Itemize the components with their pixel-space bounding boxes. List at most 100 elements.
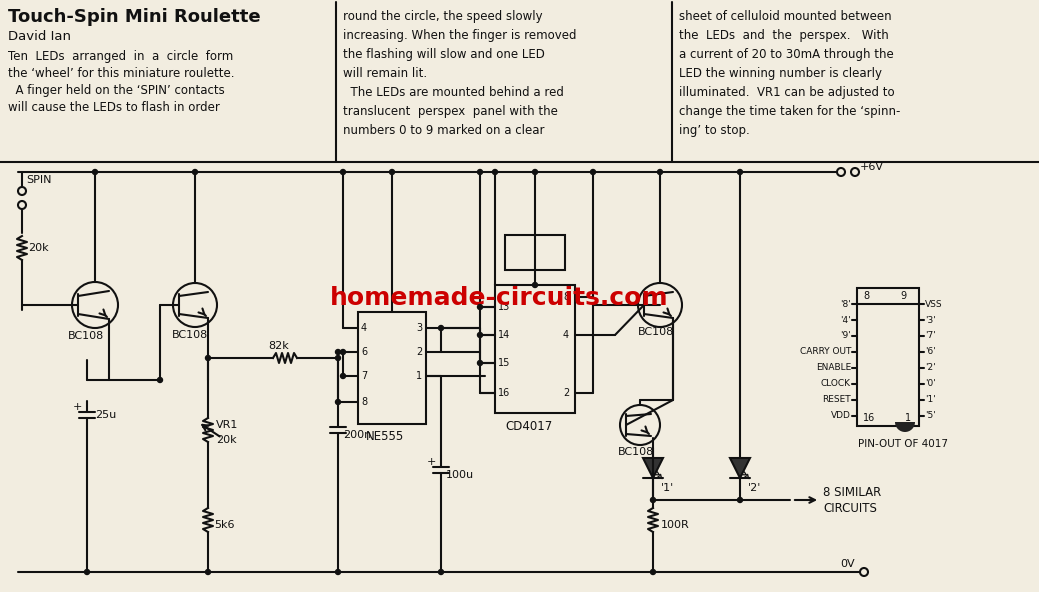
Text: 4: 4 — [563, 330, 569, 340]
Text: '9': '9' — [841, 332, 851, 340]
Text: +: + — [427, 457, 436, 467]
Text: '2': '2' — [748, 483, 762, 493]
Circle shape — [638, 283, 682, 327]
Bar — [495, 285, 575, 413]
Text: BC108: BC108 — [68, 331, 104, 341]
Circle shape — [72, 282, 118, 328]
Text: +6V: +6V — [860, 162, 884, 172]
Circle shape — [738, 169, 743, 175]
Circle shape — [650, 497, 656, 503]
Text: NE555: NE555 — [366, 430, 404, 442]
Text: ing’ to stop.: ing’ to stop. — [680, 124, 750, 137]
Text: '2': '2' — [925, 363, 936, 372]
Circle shape — [206, 570, 211, 574]
Circle shape — [336, 356, 341, 361]
Text: 200n: 200n — [343, 430, 371, 440]
Text: the flashing will slow and one LED: the flashing will slow and one LED — [343, 47, 544, 60]
Text: illuminated.  VR1 can be adjusted to: illuminated. VR1 can be adjusted to — [680, 85, 895, 98]
Circle shape — [851, 168, 859, 176]
Text: 15: 15 — [498, 358, 510, 368]
Circle shape — [336, 349, 341, 355]
Text: BC108: BC108 — [638, 327, 674, 337]
Polygon shape — [643, 458, 663, 478]
Circle shape — [192, 169, 197, 175]
Circle shape — [478, 361, 482, 365]
Circle shape — [438, 326, 444, 330]
Circle shape — [620, 405, 660, 445]
Text: numbers 0 to 9 marked on a clear: numbers 0 to 9 marked on a clear — [343, 124, 544, 137]
Text: 82k: 82k — [268, 341, 289, 351]
Circle shape — [478, 304, 482, 310]
Text: '0': '0' — [925, 379, 936, 388]
Circle shape — [438, 570, 444, 574]
Circle shape — [341, 169, 346, 175]
Text: '8': '8' — [841, 300, 851, 308]
Text: BC108: BC108 — [618, 447, 655, 457]
Circle shape — [341, 374, 346, 378]
Circle shape — [92, 169, 98, 175]
Text: 1: 1 — [416, 371, 422, 381]
Circle shape — [341, 349, 346, 355]
Circle shape — [174, 283, 217, 327]
Text: 16: 16 — [498, 388, 510, 398]
Text: RESET: RESET — [823, 395, 851, 404]
Text: 6: 6 — [361, 347, 367, 357]
Text: CARRY OUT: CARRY OUT — [800, 348, 851, 356]
Circle shape — [650, 570, 656, 574]
Circle shape — [658, 169, 663, 175]
Text: 100R: 100R — [661, 520, 690, 530]
Text: +: + — [73, 402, 82, 412]
Text: '5': '5' — [925, 411, 936, 420]
Text: increasing. When the finger is removed: increasing. When the finger is removed — [343, 28, 577, 41]
Text: 3: 3 — [416, 323, 422, 333]
Text: VSS: VSS — [925, 300, 942, 308]
Text: 8: 8 — [563, 292, 569, 302]
Text: change the time taken for the ‘spinn-: change the time taken for the ‘spinn- — [680, 105, 901, 117]
Text: 25u: 25u — [95, 410, 116, 420]
Text: translucent  perspex  panel with the: translucent perspex panel with the — [343, 105, 558, 117]
Circle shape — [158, 378, 162, 382]
Text: VR1: VR1 — [216, 420, 238, 430]
Text: a current of 20 to 30mA through the: a current of 20 to 30mA through the — [680, 47, 894, 60]
Circle shape — [478, 169, 482, 175]
Text: Touch-Spin Mini Roulette: Touch-Spin Mini Roulette — [8, 8, 261, 26]
Text: '3': '3' — [925, 316, 936, 324]
Text: 14: 14 — [498, 330, 510, 340]
Text: David Ian: David Ian — [8, 30, 71, 43]
Text: '1': '1' — [925, 395, 936, 404]
Circle shape — [860, 568, 868, 576]
Text: Ten  LEDs  arranged  in  a  circle  form: Ten LEDs arranged in a circle form — [8, 50, 233, 63]
Text: 8 SIMILAR: 8 SIMILAR — [823, 485, 881, 498]
Text: '1': '1' — [661, 483, 674, 493]
Circle shape — [533, 169, 537, 175]
Circle shape — [478, 333, 482, 337]
Text: 20k: 20k — [28, 243, 49, 253]
Text: 0V: 0V — [840, 559, 855, 569]
Text: LED the winning number is clearly: LED the winning number is clearly — [680, 66, 882, 79]
Circle shape — [533, 282, 537, 288]
Text: CLOCK: CLOCK — [821, 379, 851, 388]
Text: 13: 13 — [498, 302, 510, 312]
Text: the ‘wheel’ for this miniature roulette.: the ‘wheel’ for this miniature roulette. — [8, 66, 235, 79]
Text: PIN-OUT OF 4017: PIN-OUT OF 4017 — [858, 439, 948, 449]
Text: 8: 8 — [361, 397, 367, 407]
Text: BC108: BC108 — [172, 330, 208, 340]
Text: 20k: 20k — [216, 435, 237, 445]
Text: 8: 8 — [863, 291, 870, 301]
Text: 4: 4 — [361, 323, 367, 333]
Text: 9: 9 — [900, 291, 906, 301]
Text: '6': '6' — [925, 348, 936, 356]
Circle shape — [18, 201, 26, 209]
Circle shape — [18, 187, 26, 195]
Text: the  LEDs  and  the  perspex.   With: the LEDs and the perspex. With — [680, 28, 888, 41]
Text: will remain lit.: will remain lit. — [343, 66, 427, 79]
Polygon shape — [730, 458, 750, 478]
Wedge shape — [895, 422, 915, 432]
Text: SPIN: SPIN — [26, 175, 52, 185]
Circle shape — [738, 497, 743, 503]
Text: 16: 16 — [863, 413, 875, 423]
Circle shape — [206, 356, 211, 361]
Text: '4': '4' — [841, 316, 851, 324]
Text: 100u: 100u — [446, 470, 474, 480]
Text: round the circle, the speed slowly: round the circle, the speed slowly — [343, 9, 542, 22]
